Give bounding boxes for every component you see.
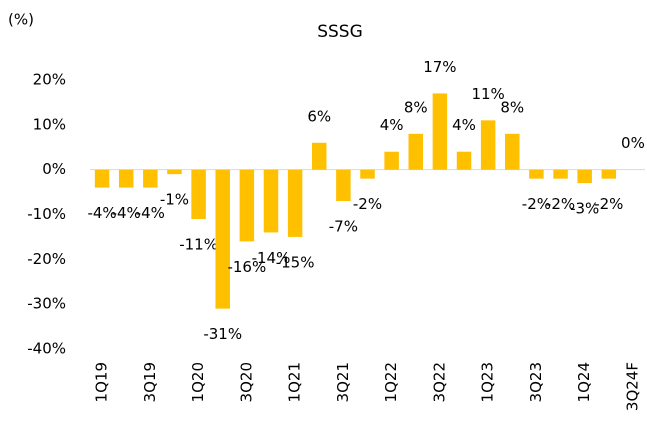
x-tick-label: 1Q21 xyxy=(286,362,304,402)
x-tick-label: 1Q22 xyxy=(382,362,400,402)
data-label: -2% xyxy=(546,195,575,213)
bar xyxy=(239,169,255,242)
bar xyxy=(336,169,351,202)
data-label: -3% xyxy=(570,200,599,218)
data-label: -4% xyxy=(136,204,165,222)
y-tick-label: -20% xyxy=(27,250,66,268)
bar xyxy=(118,169,134,188)
data-label: -15% xyxy=(276,253,315,271)
x-tick-label: 1Q24 xyxy=(575,362,593,402)
bar xyxy=(505,133,520,170)
chart-title: SSSG xyxy=(317,22,363,42)
x-tick-label: 3Q20 xyxy=(237,362,255,402)
x-tick-label: 3Q24F xyxy=(623,362,641,411)
x-tick-label: 1Q23 xyxy=(479,362,497,402)
bar xyxy=(360,169,375,179)
y-tick-label: -10% xyxy=(27,205,66,223)
bar xyxy=(408,133,423,170)
data-label: 11% xyxy=(471,85,504,103)
bar xyxy=(263,169,279,233)
x-tick-label: 1Q20 xyxy=(189,362,207,402)
bar xyxy=(432,93,448,170)
bar xyxy=(94,169,110,188)
bar xyxy=(456,151,472,170)
y-axis-label: (%) xyxy=(8,11,34,29)
data-label: 4% xyxy=(452,116,476,134)
bar xyxy=(287,169,303,237)
data-label: -31% xyxy=(203,325,242,343)
data-label: -16% xyxy=(227,258,266,276)
x-tick-label: 1Q19 xyxy=(93,362,111,402)
bar xyxy=(191,169,206,219)
data-label: 17% xyxy=(423,58,456,76)
data-label: -2% xyxy=(522,195,551,213)
data-label: -11% xyxy=(179,235,218,253)
data-label: 0% xyxy=(621,134,645,152)
y-tick-label: 0% xyxy=(42,160,66,178)
data-label: -4% xyxy=(87,204,116,222)
data-label: -2% xyxy=(353,195,382,213)
data-label: 4% xyxy=(380,116,404,134)
x-tick-label: 3Q23 xyxy=(527,362,545,402)
x-tick-label: 3Q22 xyxy=(430,362,448,402)
x-tick-label: 3Q19 xyxy=(141,362,159,402)
data-label: -7% xyxy=(329,218,358,236)
x-tick-label: 3Q21 xyxy=(334,362,352,402)
data-label: 8% xyxy=(404,98,428,116)
bar xyxy=(480,120,496,170)
data-label: -4% xyxy=(112,204,141,222)
y-tick-label: 10% xyxy=(33,115,66,133)
y-tick-label: -30% xyxy=(27,295,66,313)
y-tick-label: 20% xyxy=(33,71,66,89)
bar xyxy=(553,169,568,179)
data-label: 8% xyxy=(500,98,524,116)
bar xyxy=(384,151,399,170)
data-label: -1% xyxy=(160,191,189,209)
bar xyxy=(167,169,182,175)
bar xyxy=(529,169,544,179)
bar xyxy=(143,169,158,188)
data-label: -14% xyxy=(252,249,291,267)
data-label: 6% xyxy=(307,107,331,125)
y-tick-label: -40% xyxy=(27,340,66,358)
bar xyxy=(577,169,592,184)
bar xyxy=(312,142,327,170)
bar xyxy=(215,169,230,309)
data-label: -2% xyxy=(594,195,623,213)
bar xyxy=(601,169,617,179)
